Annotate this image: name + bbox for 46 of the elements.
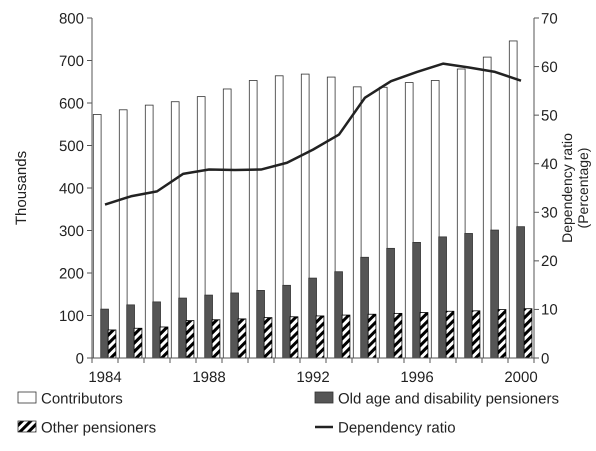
y2-tick-label: 70 [541, 10, 558, 28]
bar [524, 308, 532, 358]
y-tick-label: 400 [58, 180, 84, 198]
y2-axis-title: Dependency ratio (Percentage) [559, 132, 591, 243]
legend-label: Dependency ratio [338, 419, 456, 436]
legend-label: Contributors [41, 390, 123, 408]
y2-tick-label: 10 [541, 302, 558, 319]
bar [134, 328, 142, 358]
bar [498, 309, 506, 358]
bar [420, 312, 428, 358]
legend-label: Old age and disability pensioners [338, 390, 559, 408]
x-tick-label: 2000 [504, 369, 538, 386]
bar [472, 310, 480, 358]
y-tick-label: 700 [58, 52, 84, 70]
bar [212, 319, 220, 358]
bar [186, 320, 194, 358]
y-tick-label: 300 [58, 222, 84, 240]
bar [394, 312, 402, 358]
x-tick-label: 1988 [192, 369, 226, 386]
x-tick-label: 1992 [296, 369, 330, 386]
bar [316, 316, 324, 358]
y-tick-label: 800 [58, 10, 84, 28]
y2-tick-label: 60 [541, 58, 558, 76]
legend-label: Other pensioners [41, 419, 156, 436]
bar [108, 330, 116, 358]
bar [446, 310, 454, 358]
y-tick-label: 500 [58, 138, 84, 155]
y-axis-title: Thousands [13, 150, 30, 226]
y-tick-label: 0 [76, 350, 84, 368]
bar [342, 314, 350, 358]
bar [290, 316, 298, 358]
y2-tick-label: 40 [541, 156, 558, 173]
x-tick-label: 1984 [88, 369, 122, 386]
y2-tick-label: 20 [541, 253, 558, 270]
line-series [104, 62, 522, 206]
y-tick-label: 200 [58, 265, 84, 282]
bar [368, 314, 376, 358]
y2-tick-label: 30 [541, 204, 558, 222]
y2-tick-label: 0 [541, 350, 550, 368]
bar [160, 326, 168, 358]
y-tick-label: 100 [58, 308, 84, 325]
bar [264, 317, 272, 358]
x-tick-label: 1996 [400, 369, 434, 386]
y-tick-label: 600 [58, 95, 84, 112]
bar [238, 318, 246, 358]
y2-tick-label: 50 [541, 107, 558, 124]
